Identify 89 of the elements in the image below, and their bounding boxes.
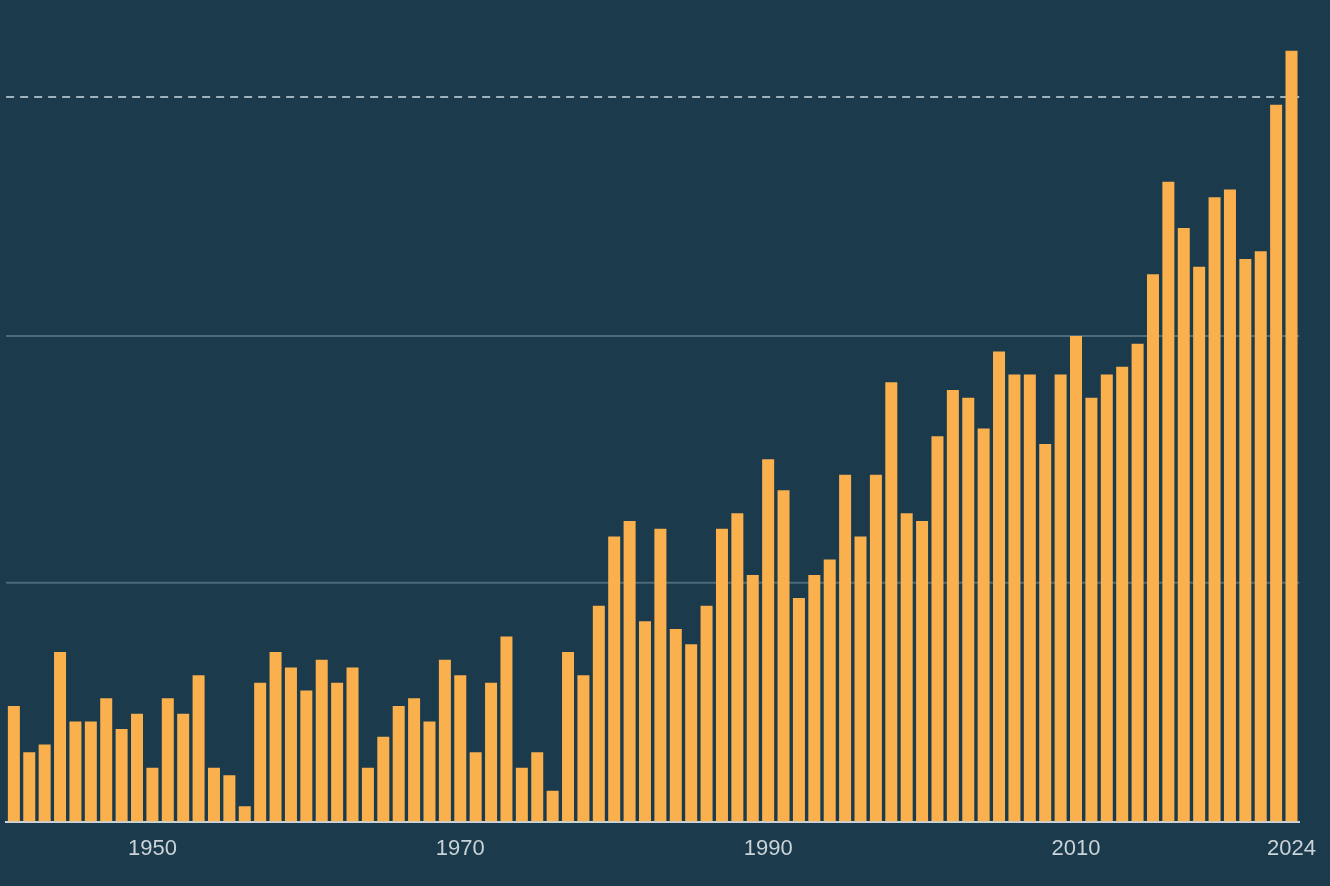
bar xyxy=(1239,258,1252,822)
x-tick-label: 1970 xyxy=(435,834,485,860)
bar xyxy=(823,559,836,822)
bar xyxy=(485,682,498,822)
bar xyxy=(331,682,344,822)
bar xyxy=(1023,374,1036,822)
bar xyxy=(1070,336,1083,822)
bar xyxy=(23,752,36,822)
bar xyxy=(1208,197,1221,822)
bar xyxy=(562,652,575,822)
bar xyxy=(408,698,421,822)
bar xyxy=(654,528,667,822)
bar xyxy=(1223,189,1236,822)
bar xyxy=(1254,251,1267,822)
x-tick-label: 2010 xyxy=(1051,834,1101,860)
bar xyxy=(592,605,605,822)
bar xyxy=(500,636,513,822)
bar xyxy=(808,574,821,822)
bar xyxy=(192,675,205,822)
bar xyxy=(762,459,775,822)
bar xyxy=(1008,374,1021,822)
bar xyxy=(916,521,929,822)
bar xyxy=(146,767,159,822)
bar xyxy=(854,536,867,822)
bar xyxy=(608,536,621,822)
bar xyxy=(962,397,975,822)
bar xyxy=(931,436,944,822)
bar xyxy=(7,705,20,822)
bar xyxy=(1146,274,1159,822)
bar xyxy=(1131,343,1144,822)
x-tick-label: 2024 xyxy=(1267,834,1316,860)
x-tick-label: 1950 xyxy=(127,834,177,860)
bar xyxy=(546,790,559,822)
bar xyxy=(946,389,959,822)
bar xyxy=(700,605,713,822)
bar xyxy=(315,659,328,822)
bar xyxy=(1193,266,1206,822)
bar xyxy=(885,382,898,822)
bar xyxy=(1285,50,1298,822)
bar xyxy=(900,513,913,822)
bar xyxy=(869,474,882,822)
bar xyxy=(69,721,82,822)
bar xyxy=(438,659,451,822)
bar xyxy=(1054,374,1067,822)
bar xyxy=(623,521,636,822)
bar xyxy=(269,652,282,822)
bar xyxy=(669,628,682,822)
bar xyxy=(161,698,174,822)
bar xyxy=(1100,374,1113,822)
bar xyxy=(777,490,790,822)
bar xyxy=(346,667,359,822)
bar xyxy=(392,705,405,822)
bar xyxy=(300,690,313,822)
bar xyxy=(361,767,374,822)
x-tick-label: 1990 xyxy=(743,834,793,860)
bar xyxy=(746,574,759,822)
bar xyxy=(977,428,990,822)
bar xyxy=(207,767,220,822)
bar xyxy=(685,644,698,822)
bar xyxy=(1116,366,1129,822)
bar xyxy=(531,752,544,822)
bar xyxy=(1270,104,1283,822)
bar xyxy=(1162,181,1175,822)
bar xyxy=(515,767,528,822)
bar xyxy=(715,528,728,822)
bar xyxy=(731,513,744,822)
bar xyxy=(131,713,144,822)
bar xyxy=(454,675,467,822)
bar xyxy=(284,667,297,822)
bar xyxy=(1085,397,1098,822)
bar xyxy=(469,752,482,822)
bar xyxy=(238,806,251,822)
bar xyxy=(254,682,267,822)
bar xyxy=(577,675,590,822)
bar xyxy=(377,736,390,822)
bar xyxy=(792,598,805,822)
bar xyxy=(115,729,128,822)
bar xyxy=(223,775,236,822)
bar xyxy=(84,721,97,822)
bar xyxy=(38,744,51,822)
bar xyxy=(177,713,190,822)
bar xyxy=(839,474,852,822)
bar xyxy=(54,652,67,822)
bar xyxy=(993,351,1006,822)
bar xyxy=(1039,443,1052,822)
bar xyxy=(638,621,651,822)
bar xyxy=(1177,228,1190,822)
bar xyxy=(100,698,113,822)
bar xyxy=(423,721,436,822)
